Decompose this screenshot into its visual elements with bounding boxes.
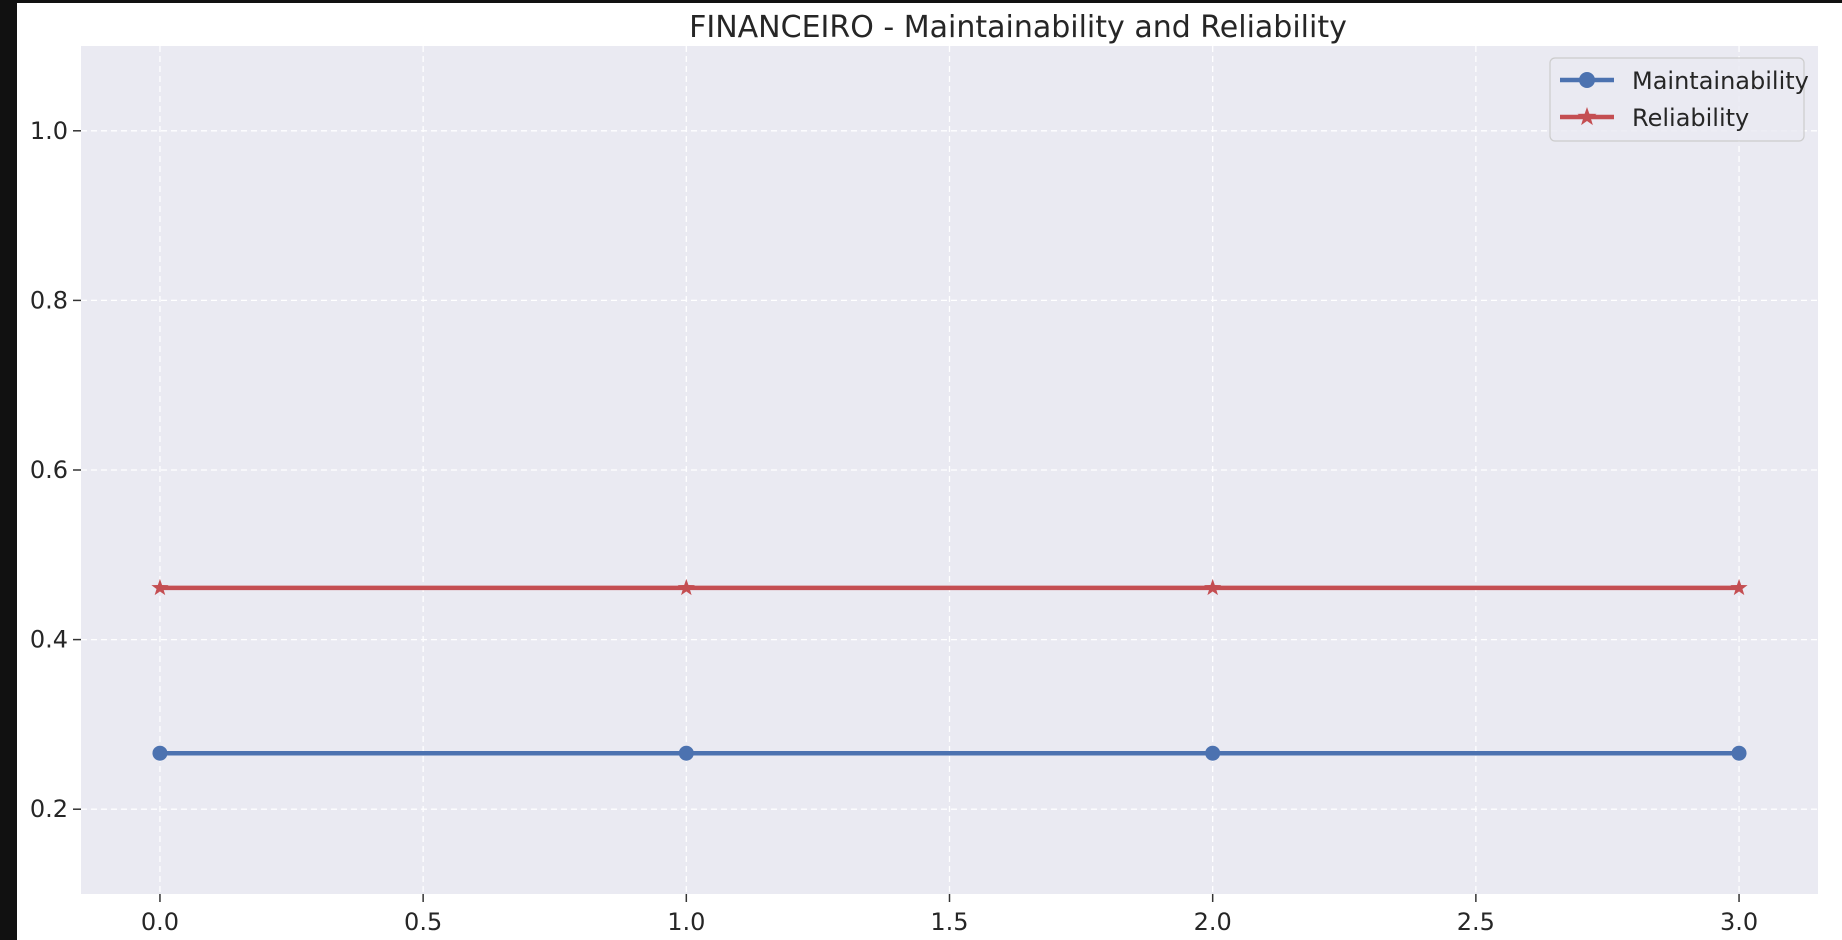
series-reliability bbox=[151, 578, 1748, 596]
reliability-point bbox=[1204, 578, 1222, 596]
chart-frame: FINANCEIRO - Maintainability and Reliabi… bbox=[17, 3, 1842, 940]
x-axis: 0.0 0.5 1.0 1.5 2.0 2.5 3.0 bbox=[141, 894, 1758, 936]
x-tick-label: 2.5 bbox=[1457, 908, 1495, 936]
maintainability-point bbox=[152, 745, 168, 761]
x-tick-label: 3.0 bbox=[1720, 908, 1758, 936]
grid-lines bbox=[81, 46, 1818, 894]
maintainability-point bbox=[678, 745, 694, 761]
legend-swatch-marker bbox=[1577, 107, 1597, 126]
y-tick-label: 0.6 bbox=[30, 456, 68, 484]
x-tick-label: 1.5 bbox=[930, 908, 968, 936]
series-maintainability bbox=[152, 745, 1747, 761]
legend: Maintainability Reliability bbox=[1549, 57, 1809, 142]
legend-swatch-marker bbox=[1579, 72, 1595, 88]
legend-label: Maintainability bbox=[1632, 67, 1809, 95]
y-axis: 0.2 0.4 0.6 0.8 1.0 bbox=[30, 117, 81, 823]
line-chart: FINANCEIRO - Maintainability and Reliabi… bbox=[30, 10, 1818, 936]
reliability-point bbox=[151, 578, 169, 596]
chart-title: FINANCEIRO - Maintainability and Reliabi… bbox=[689, 10, 1347, 45]
x-tick-label: 2.0 bbox=[1194, 908, 1232, 936]
series-layer bbox=[151, 578, 1748, 761]
y-tick-label: 0.2 bbox=[30, 795, 68, 823]
legend-item-maintainability: Maintainability bbox=[1560, 67, 1809, 95]
x-tick-label: 1.0 bbox=[667, 908, 705, 936]
x-tick-label: 0.5 bbox=[404, 908, 442, 936]
y-tick-label: 1.0 bbox=[30, 117, 68, 145]
maintainability-point bbox=[1731, 745, 1747, 761]
legend-item-reliability: Reliability bbox=[1560, 104, 1749, 132]
y-tick-label: 0.4 bbox=[30, 626, 68, 654]
legend-label: Reliability bbox=[1632, 104, 1749, 132]
reliability-point bbox=[677, 578, 695, 596]
maintainability-point bbox=[1205, 745, 1221, 761]
y-tick-label: 0.8 bbox=[30, 286, 68, 314]
x-tick-label: 0.0 bbox=[141, 908, 179, 936]
reliability-point bbox=[1730, 578, 1748, 596]
